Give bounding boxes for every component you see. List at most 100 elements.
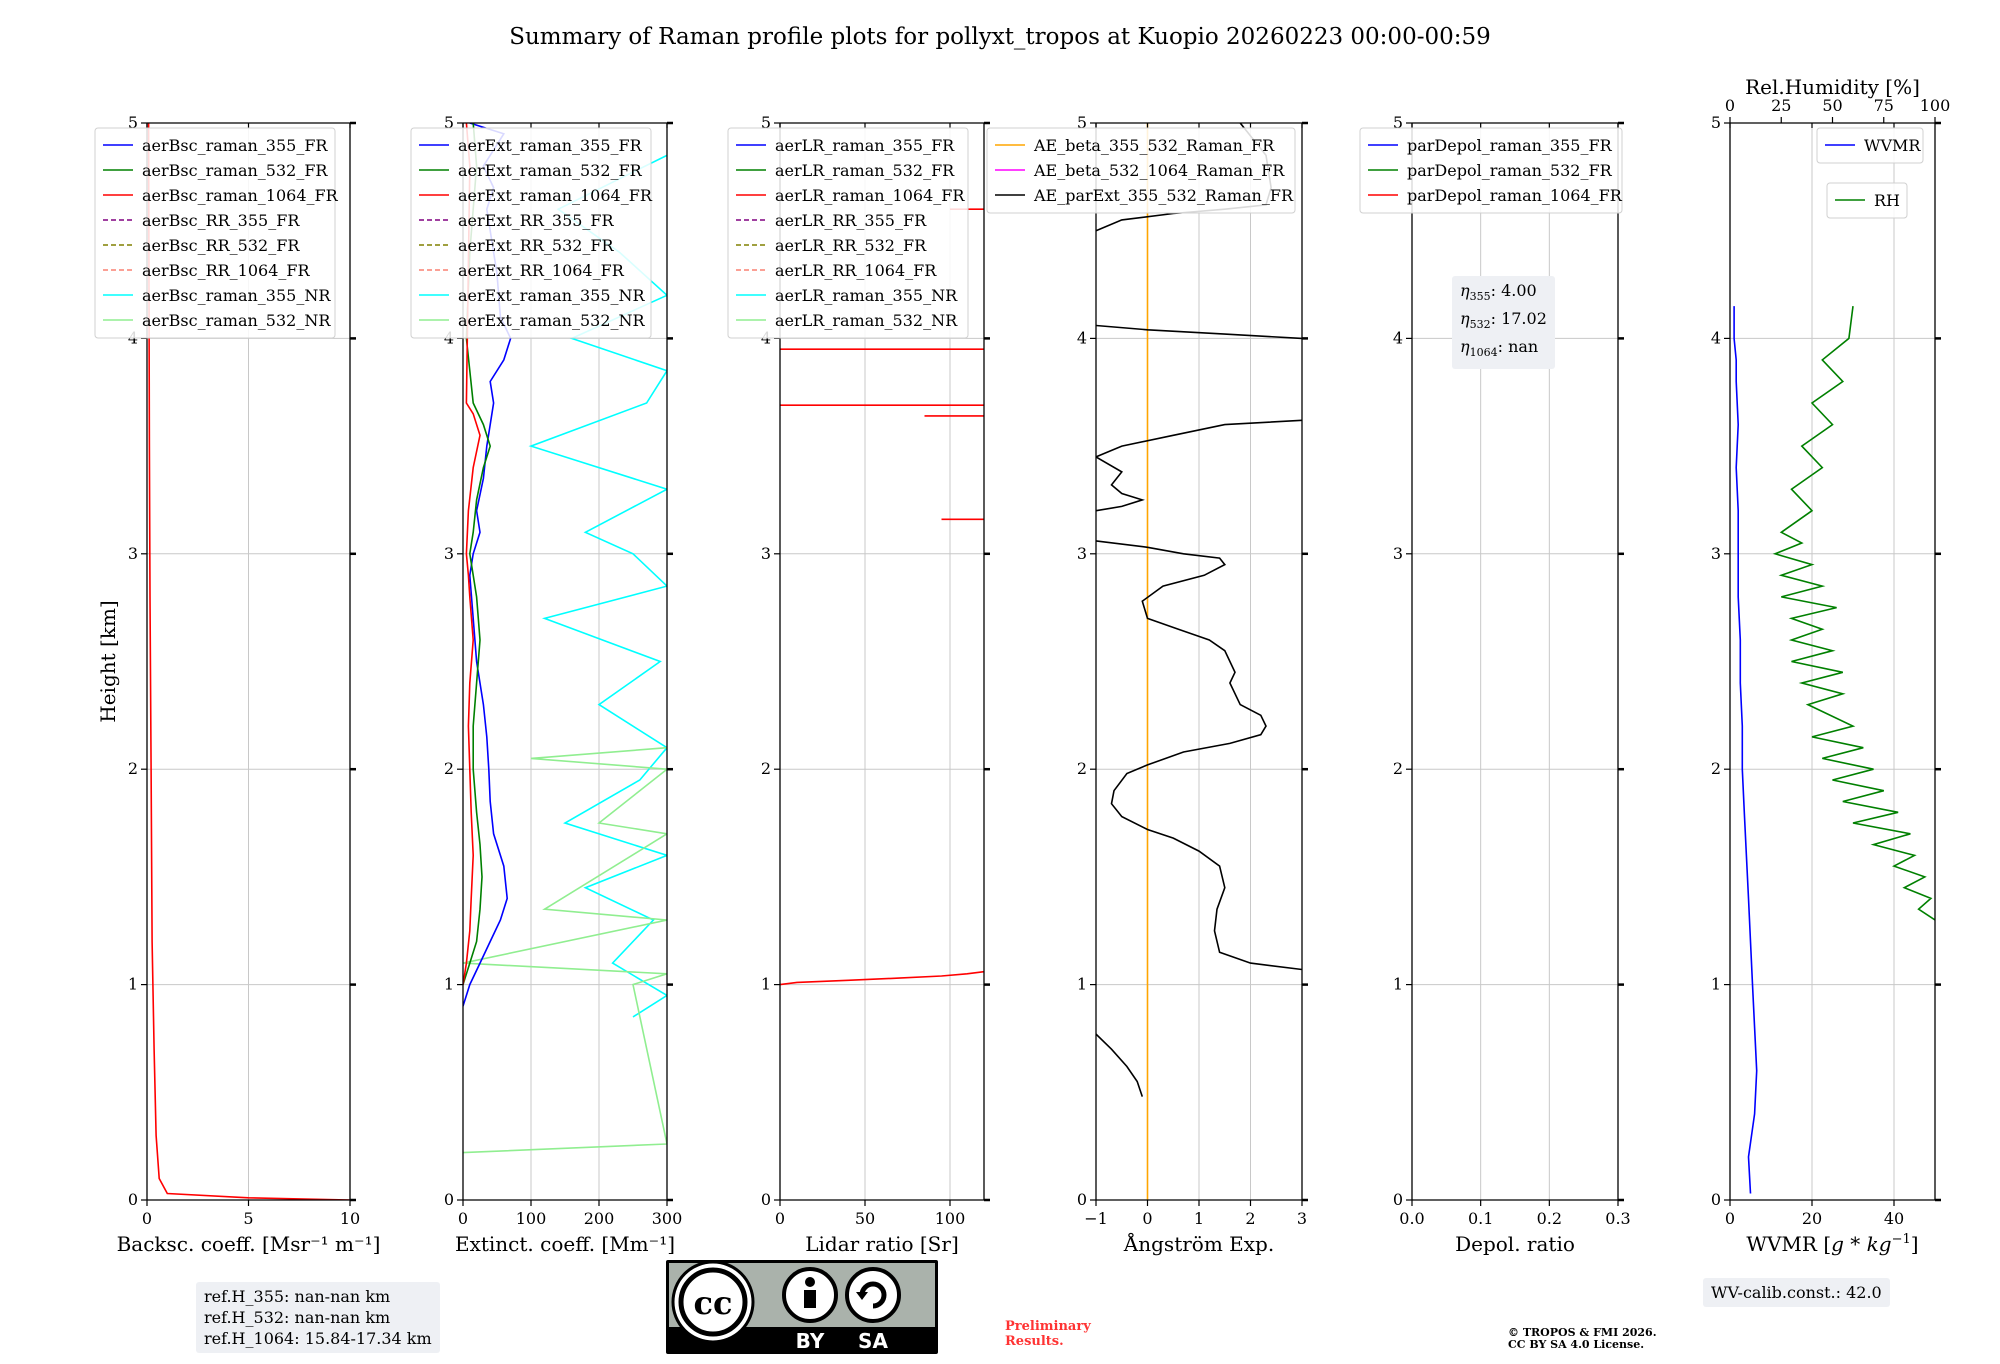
y-tick-label: 3 <box>444 544 454 563</box>
legend-lr <box>727 127 969 339</box>
legend-ae <box>986 127 1296 214</box>
legend-entry: aerLR_raman_1064_FR <box>775 186 965 205</box>
series-WVMR <box>1733 306 1758 1194</box>
y-tick-label: 0 <box>1393 1190 1403 1209</box>
ref-h1064: ref.H_1064: 15.84-17.34 km <box>204 1329 432 1348</box>
legend-entry: aerLR_raman_532_NR <box>775 311 958 330</box>
x-tick-label: 2 <box>1245 1209 1255 1228</box>
legend-rh <box>1826 182 1908 219</box>
eta-1064-row: η1064: nan <box>1460 337 1539 360</box>
x-tick-label: 0.1 <box>1468 1209 1493 1228</box>
legend-entry: aerBsc_raman_355_FR <box>142 136 328 155</box>
legend-entry: aerBsc_raman_532_NR <box>142 311 331 330</box>
x-tick-label: 200 <box>584 1209 615 1228</box>
x-axis-label: Extinct. coeff. [Mm⁻¹] <box>455 1232 675 1256</box>
top-tick-label: 25 <box>1771 96 1791 115</box>
legend-entry: aerLR_RR_355_FR <box>775 211 927 230</box>
y-tick-label: 4 <box>1711 328 1721 347</box>
series-AE_parExt_355_532_Raman_FR_4 <box>1096 324 1302 340</box>
y-tick-label: 1 <box>1711 975 1721 994</box>
y-tick-label: 0 <box>444 1190 454 1209</box>
y-tick-label: 1 <box>1077 975 1087 994</box>
y-tick-label: 2 <box>1711 759 1721 778</box>
legend-entry: AE_beta_532_1064_Raman_FR <box>1033 161 1285 180</box>
x-tick-label: 0 <box>775 1209 785 1228</box>
x-tick-label: 1 <box>1194 1209 1204 1228</box>
copyright-line2: CC BY SA 4.0 License. <box>1508 1338 1644 1351</box>
legend-entry: aerBsc_raman_532_FR <box>142 161 328 180</box>
sa-label: SA <box>858 1329 888 1353</box>
legend-entry: parDepol_raman_532_FR <box>1407 161 1613 180</box>
legend-entry: parDepol_raman_1064_FR <box>1407 186 1623 205</box>
legend-entry: parDepol_raman_355_FR <box>1407 136 1613 155</box>
cc-license-badge: cc BY SA <box>666 1260 938 1354</box>
top-tick-label: 100 <box>1920 96 1951 115</box>
legend-entry: aerExt_raman_532_FR <box>458 161 643 180</box>
legend-entry: aerBsc_raman_355_NR <box>142 286 331 305</box>
legend-entry: aerLR_raman_355_FR <box>775 136 955 155</box>
series-AE_parExt_355_532_Raman_FR <box>1096 1033 1144 1097</box>
x-tick-label: −1 <box>1084 1209 1108 1228</box>
legend-entry: aerExt_raman_532_NR <box>458 311 646 330</box>
series-aerBsc_raman_1064_FR <box>147 123 350 1200</box>
x-tick-label: 100 <box>935 1209 966 1228</box>
legend-entry: aerLR_RR_532_FR <box>775 236 927 255</box>
top-tick-label: 50 <box>1822 96 1842 115</box>
top-tick-label: 0 <box>1725 96 1735 115</box>
y-tick-label: 2 <box>444 759 454 778</box>
panel-ext: 0100200300012345Extinct. coeff. [Mm⁻¹]ae… <box>410 113 683 1256</box>
y-tick-label: 2 <box>1077 759 1087 778</box>
legend-entry: aerBsc_RR_355_FR <box>142 211 300 230</box>
ref-h532: ref.H_532: nan-nan km <box>204 1308 391 1327</box>
legend-entry: aerExt_RR_355_FR <box>458 211 615 230</box>
y-tick-label: 0 <box>761 1190 771 1209</box>
figure-title: Summary of Raman profile plots for polly… <box>509 24 1491 50</box>
legend-entry: aerLR_raman_532_FR <box>775 161 955 180</box>
y-tick-label: 0 <box>1077 1190 1087 1209</box>
wv-calib-text: WV-calib.const.: 42.0 <box>1711 1283 1882 1302</box>
x-tick-label: 0 <box>1142 1209 1152 1228</box>
y-tick-label: 2 <box>128 759 138 778</box>
legend-entry: WVMR <box>1864 136 1921 155</box>
x-tick-label: 0.3 <box>1605 1209 1630 1228</box>
legend-entry: AE_parExt_355_532_Raman_FR <box>1033 186 1294 205</box>
panel-bsc: 0510012345Backsc. coeff. [Msr⁻¹ m⁻¹]Heig… <box>94 113 380 1256</box>
y-tick-label: 0 <box>1711 1190 1721 1209</box>
series-RH <box>1772 305 1935 921</box>
x-tick-label: 0 <box>1725 1209 1735 1228</box>
top-tick-label: 75 <box>1874 96 1894 115</box>
by-label: BY <box>796 1329 825 1353</box>
x-tick-label: 300 <box>652 1209 683 1228</box>
y-tick-label: 5 <box>761 113 771 132</box>
x-axis-label: WVMR [g * kg−1] <box>1746 1232 1918 1256</box>
y-tick-label: 5 <box>444 113 454 132</box>
preliminary-line2: Results. <box>1005 1334 1064 1349</box>
x-tick-label: 10 <box>340 1209 360 1228</box>
y-tick-label: 3 <box>761 544 771 563</box>
y-tick-label: 3 <box>128 544 138 563</box>
legend-bsc <box>94 127 336 339</box>
legend-entry: aerBsc_raman_1064_FR <box>142 186 339 205</box>
cc-logo-text: cc <box>694 1284 733 1322</box>
x-axis-label: Ångström Exp. <box>1123 1231 1274 1256</box>
reference-height-box: ref.H_355: nan-nan km ref.H_532: nan-nan… <box>196 1282 440 1353</box>
x-tick-label: 0.2 <box>1537 1209 1562 1228</box>
series-aerExt_raman_532_FR <box>463 123 492 985</box>
x-tick-label: 40 <box>1884 1209 1904 1228</box>
y-tick-label: 2 <box>1393 759 1403 778</box>
y-tick-label: 5 <box>128 113 138 132</box>
x-axis-label: Depol. ratio <box>1455 1232 1575 1256</box>
x-tick-label: 5 <box>243 1209 253 1228</box>
series-AE_parExt_355_532_Raman_FR_3 <box>1096 419 1302 512</box>
legend-entry: AE_beta_355_532_Raman_FR <box>1033 136 1275 155</box>
x-axis-label: Lidar ratio [Sr] <box>805 1232 959 1256</box>
y-tick-label: 5 <box>1077 113 1087 132</box>
y-tick-label: 3 <box>1393 544 1403 563</box>
legend-entry: aerExt_raman_1064_FR <box>458 186 653 205</box>
series-aerExt_raman_1064_FR <box>463 123 481 985</box>
y-tick-label: 1 <box>1393 975 1403 994</box>
legend-depol <box>1359 127 1623 214</box>
